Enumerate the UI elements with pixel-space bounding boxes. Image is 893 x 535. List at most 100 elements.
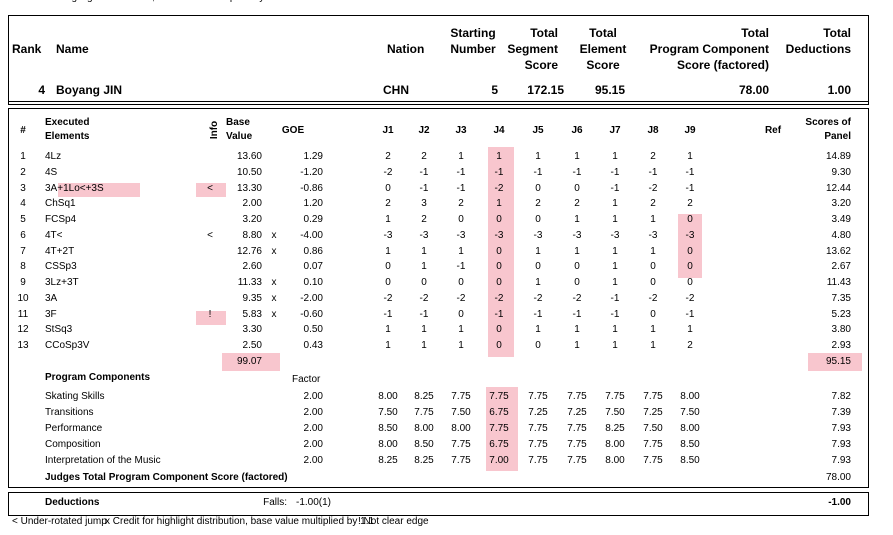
text: 7.75	[451, 455, 471, 466]
text: 2.60	[242, 261, 262, 273]
text: 3.20	[831, 198, 851, 210]
text: Score	[586, 58, 620, 72]
text: 1	[458, 324, 464, 336]
text: Total	[589, 26, 617, 40]
text: 0.07	[303, 261, 323, 273]
text: 3A+1Lo<+3S	[45, 182, 104, 194]
text: Number	[450, 42, 496, 56]
text: 95.15	[825, 356, 851, 367]
text: 7.75	[489, 423, 509, 434]
text: 1	[421, 324, 427, 336]
text: -3	[648, 229, 658, 241]
text: -1	[419, 166, 429, 178]
text: Boyang JIN	[56, 83, 123, 97]
text: 10.50	[236, 166, 262, 178]
text: 8.00	[451, 423, 471, 434]
text: 7.93	[831, 423, 851, 434]
text: -3	[572, 229, 582, 241]
text: 7.75	[567, 423, 587, 434]
text: CHN	[383, 83, 409, 97]
text: 7.50	[680, 407, 700, 418]
text: 8.25	[414, 455, 434, 466]
text: J6	[571, 125, 583, 136]
text: 0.10	[303, 277, 323, 288]
text: CSSp3	[45, 261, 77, 273]
highlight	[488, 147, 514, 357]
text: 3.20	[242, 214, 262, 225]
text: 2.00	[242, 198, 262, 210]
text: -1	[685, 182, 695, 194]
text: 8.25	[378, 455, 398, 466]
text: GOE	[281, 125, 305, 136]
text: -1	[648, 166, 658, 178]
text: 11.33	[237, 277, 262, 288]
text: 7.75	[528, 455, 548, 466]
text: 11	[17, 308, 29, 320]
text: 1	[385, 340, 391, 351]
text: 7.50	[451, 407, 471, 418]
text: -3	[685, 229, 695, 241]
text: 4S	[45, 166, 58, 178]
text: -2	[383, 292, 393, 304]
text: 2.00	[303, 455, 323, 466]
text: -1	[685, 308, 695, 320]
text: 1.20	[303, 198, 323, 210]
text: 4	[38, 83, 45, 97]
text: 9.35	[242, 292, 262, 304]
text: 1	[535, 277, 541, 288]
text: 2.00	[303, 391, 323, 402]
text: 1	[612, 277, 618, 288]
summary-box	[8, 15, 869, 105]
highlight	[222, 353, 280, 371]
summary-rule	[8, 101, 869, 102]
text: 2	[650, 151, 656, 162]
text: 7.25	[643, 407, 663, 418]
text: Judges Total Program Component Score (fa…	[45, 472, 288, 483]
details-box	[8, 108, 869, 488]
text: J8	[647, 125, 659, 136]
text: 1	[458, 151, 464, 162]
text: 1	[612, 261, 618, 273]
text: 3	[421, 198, 427, 210]
text: 78.00	[825, 472, 851, 483]
text: 8.80	[242, 229, 262, 241]
text: 2	[385, 151, 391, 162]
text: 0	[650, 308, 656, 320]
text: -2	[419, 292, 429, 304]
text: 13.60	[236, 151, 262, 162]
text: 78.00	[738, 83, 769, 97]
text: J9	[684, 125, 696, 136]
text: ! Not clear edge	[358, 516, 429, 527]
text: 7.75	[489, 391, 509, 402]
text: 12.76	[236, 245, 262, 257]
text: -0.60	[300, 308, 323, 320]
text: 1	[458, 245, 464, 257]
text: 4.80	[831, 229, 851, 241]
text: Segment	[507, 42, 558, 56]
text: 7.82	[831, 391, 851, 402]
text: Interpretation of the Music	[45, 455, 161, 466]
text: Elements	[45, 131, 90, 142]
text: 7.50	[378, 407, 398, 418]
text: 172.15	[527, 83, 564, 97]
text: 0	[496, 277, 502, 288]
text: 4Lz	[45, 151, 62, 162]
text: Name	[56, 42, 89, 56]
text: 7.93	[831, 455, 851, 466]
text: -2.00	[300, 292, 323, 304]
text: -1.00	[828, 497, 851, 508]
text: < Under-rotated jump	[12, 516, 107, 527]
text: Total	[823, 26, 851, 40]
text: -3	[456, 229, 466, 241]
text: 0	[687, 277, 693, 288]
text: Factor	[292, 374, 321, 385]
text: 7.39	[831, 407, 851, 418]
text: 1	[385, 324, 391, 336]
text: 0	[496, 261, 502, 273]
text: 1	[612, 214, 618, 225]
text: -1	[383, 308, 393, 320]
text: 5.83	[242, 308, 262, 320]
text: 8.50	[680, 455, 700, 466]
text: J2	[418, 125, 430, 136]
